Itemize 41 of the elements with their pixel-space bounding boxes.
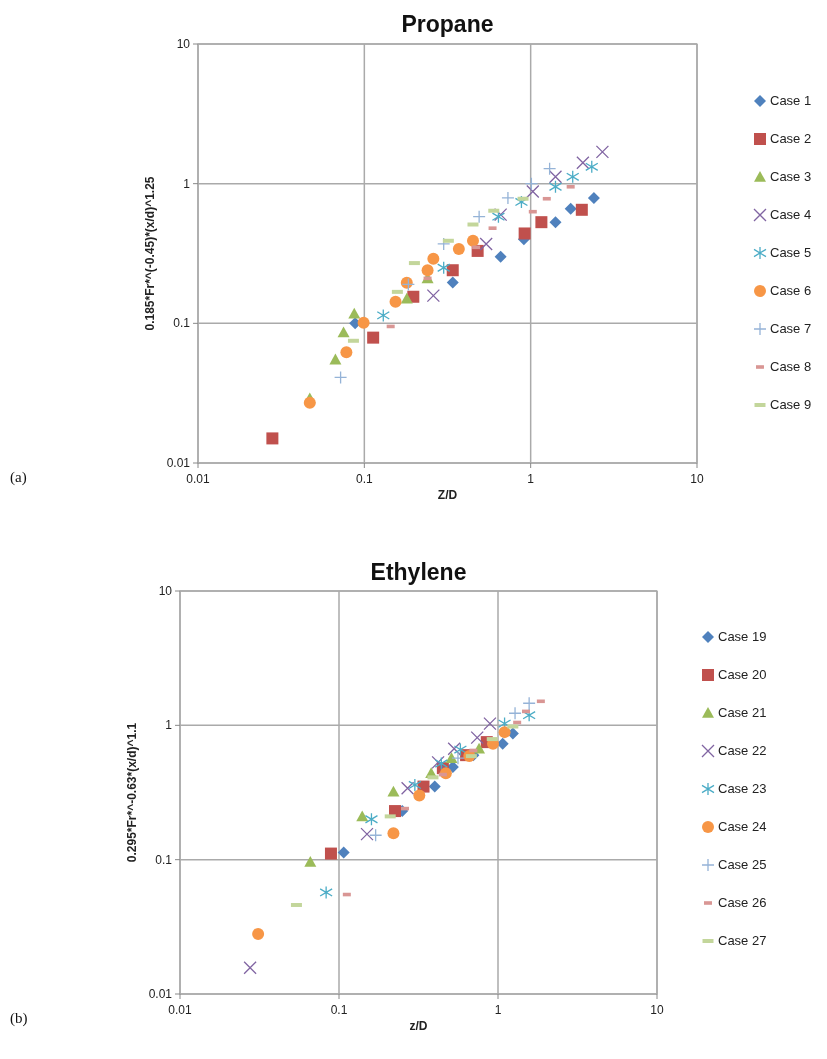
y-axis-title: 0.185*Fr*^(-0.45)*(x/d)^1.25 xyxy=(143,176,157,331)
y-tick-label: 10 xyxy=(158,584,173,598)
legend-label: Case 20 xyxy=(718,667,767,682)
legend-label: Case 7 xyxy=(770,321,812,336)
legend-label: Case 24 xyxy=(718,819,767,834)
x-tick-label: 10 xyxy=(650,1003,664,1017)
legend-label: Case 1 xyxy=(770,93,812,108)
legend-label: Case 26 xyxy=(718,895,767,910)
text: (b) xyxy=(10,1010,28,1027)
x-tick-label: 0.1 xyxy=(355,472,373,486)
legend-label: Case 21 xyxy=(718,705,767,720)
legend-label: Case 5 xyxy=(770,245,812,260)
legend-label: Case 8 xyxy=(770,359,812,374)
x-axis-title: Z/D xyxy=(437,488,458,502)
y-axis-title: 0.295*Fr*^-0.63*(x/d)^1.1 xyxy=(125,722,139,863)
chart-title: Propane xyxy=(401,11,494,37)
x-tick-label: 0.1 xyxy=(330,1003,348,1017)
x-tick-label: 1 xyxy=(527,472,535,486)
y-tick-label: 1 xyxy=(183,176,191,191)
legend-label: Case 6 xyxy=(770,283,812,298)
y-tick-label: 0.1 xyxy=(173,316,191,331)
text: (a) xyxy=(10,469,27,486)
legend-label: Case 19 xyxy=(718,629,767,644)
legend-label: Case 4 xyxy=(770,207,812,222)
chart-title: Ethylene xyxy=(370,559,467,585)
legend-label: Case 27 xyxy=(718,933,767,948)
legend-label: Case 23 xyxy=(718,781,767,796)
x-tick-label: 1 xyxy=(494,1003,502,1017)
x-tick-label: 10 xyxy=(690,472,704,486)
y-tick-label: 0.1 xyxy=(155,852,173,867)
y-tick-label: 10 xyxy=(176,37,191,51)
legend-label: Case 22 xyxy=(718,743,767,758)
legend-label: Case 9 xyxy=(770,397,812,412)
y-tick-label: 0.01 xyxy=(166,456,191,470)
x-axis-title: z/D xyxy=(409,1019,428,1033)
y-tick-label: 0.01 xyxy=(148,987,173,1001)
legend-label: Case 2 xyxy=(770,131,812,146)
legend-label: Case 25 xyxy=(718,857,767,872)
x-tick-label: 0.01 xyxy=(186,472,210,486)
legend-label: Case 3 xyxy=(770,169,812,184)
y-tick-label: 1 xyxy=(165,718,173,733)
